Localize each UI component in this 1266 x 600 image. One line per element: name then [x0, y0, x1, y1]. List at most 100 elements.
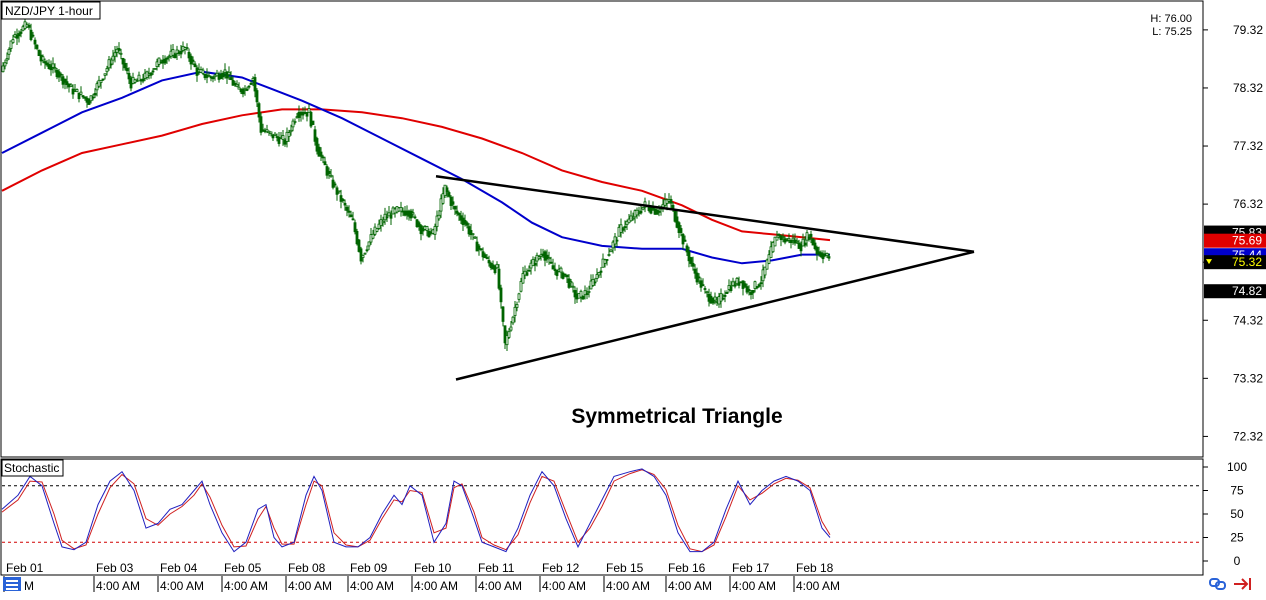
candle-body: [185, 47, 189, 49]
time-label-hour: 4:00 AM: [732, 579, 776, 593]
candle-body: [685, 245, 689, 253]
price-tag-box: [1204, 284, 1266, 299]
time-label-date: Feb 15: [606, 561, 644, 575]
candle-body: [99, 80, 103, 83]
time-label-date: Feb 16: [668, 561, 706, 575]
candle-body: [171, 49, 175, 56]
candle-body: [113, 52, 117, 57]
candle-body: [333, 183, 337, 186]
candle-body: [785, 239, 789, 242]
candle-body: [7, 48, 11, 55]
candle-body: [259, 116, 263, 133]
time-label-hour: 4:00 AM: [96, 579, 140, 593]
candle-body: [671, 204, 675, 209]
candle-body: [375, 228, 379, 232]
candle-body: [749, 291, 753, 295]
candle-body: [283, 140, 287, 145]
candle-body: [345, 206, 349, 211]
trendline-lower: [455, 250, 975, 381]
candle-body: [555, 269, 559, 276]
candle-body: [413, 216, 417, 219]
candle-body: [493, 265, 497, 274]
candle-body: [565, 274, 569, 278]
price-tick-label: 78.32: [1233, 81, 1263, 95]
candle-body: [621, 228, 625, 231]
price-tick-label: 74.32: [1233, 313, 1263, 327]
candle-body: [433, 226, 437, 235]
candle-body: [49, 65, 53, 71]
time-label-hour: 4:00 AM: [160, 579, 204, 593]
time-label-date: Feb 04: [160, 561, 198, 575]
link-icon[interactable]: [1209, 578, 1226, 590]
candle-body: [229, 77, 233, 81]
candle-body: [65, 81, 69, 85]
price-tick-label: 79.32: [1233, 23, 1263, 37]
candle-body: [365, 249, 369, 252]
candle-body: [615, 239, 619, 242]
candle-body: [697, 276, 701, 279]
candle-body: [187, 51, 191, 59]
candle-body: [713, 296, 717, 301]
candle-body: [417, 222, 421, 228]
price-tag-box: [1204, 233, 1266, 248]
arrow-to-line-icon[interactable]: [1234, 578, 1251, 590]
candle-body: [551, 265, 555, 270]
candle-body: [795, 240, 799, 243]
candle-body: [91, 96, 95, 99]
candle-body: [389, 214, 393, 219]
candle-body: [123, 62, 127, 69]
time-axis: Feb 01 Feb 03 Feb 04 Feb 05 Feb 08 Feb 09 Feb …: [3, 561, 840, 593]
time-label-date: Feb 10: [414, 561, 452, 575]
candle-body: [11, 39, 15, 44]
candle-body: [167, 55, 171, 58]
candle-body: [191, 59, 195, 62]
candle-body: [31, 34, 35, 37]
candle-body: [445, 187, 449, 193]
trendline-upper: [435, 174, 975, 253]
candle-body: [757, 284, 761, 287]
menu-icon[interactable]: [3, 577, 21, 591]
time-label-hour: 4:00 AM: [796, 579, 840, 593]
candle-body: [479, 248, 483, 251]
candle-body: [569, 281, 573, 284]
candle-body: [343, 202, 347, 206]
candle-body: [43, 61, 47, 64]
candle-body: [81, 95, 85, 98]
candle-body: [455, 210, 459, 214]
candle-body: [3, 62, 7, 67]
price-tag-box: [1204, 255, 1266, 270]
candle-body: [691, 262, 695, 267]
candle-body: [63, 78, 67, 83]
candle-body: [381, 220, 385, 224]
candle-body: [235, 84, 239, 87]
candle-body: [733, 284, 737, 287]
stochastic-k-line: [1, 468, 831, 553]
candle-body: [735, 277, 739, 285]
candle-body: [347, 210, 351, 213]
candle-body: [121, 58, 125, 65]
time-label-hour: 4:00 AM: [542, 579, 586, 593]
candle-body: [787, 237, 791, 241]
price-tick-label: 72.32: [1233, 429, 1263, 443]
candle-body: [563, 273, 567, 276]
candle-body: [221, 72, 225, 78]
candle-body: [689, 257, 693, 264]
candle-body: [109, 63, 113, 66]
candle-body: [265, 129, 269, 133]
candle-body: [651, 207, 655, 210]
candle-body: [721, 297, 725, 300]
candle-body: [485, 257, 489, 259]
candle-body: [163, 58, 167, 64]
time-label-date: Feb 09: [350, 561, 388, 575]
stochastic-tick-label: 25: [1230, 531, 1244, 545]
stochastic-title-box: [1, 459, 64, 477]
candle-body: [117, 48, 121, 51]
chart-title-box: [1, 1, 101, 20]
time-label-hour: 4:00 AM: [606, 579, 650, 593]
pattern-annotation: Symmetrical Triangle: [571, 405, 782, 428]
candle-body: [599, 270, 603, 273]
candle-body: [771, 242, 775, 253]
candle-body: [705, 291, 709, 294]
candle-body: [737, 282, 741, 286]
candle-body: [521, 273, 525, 284]
